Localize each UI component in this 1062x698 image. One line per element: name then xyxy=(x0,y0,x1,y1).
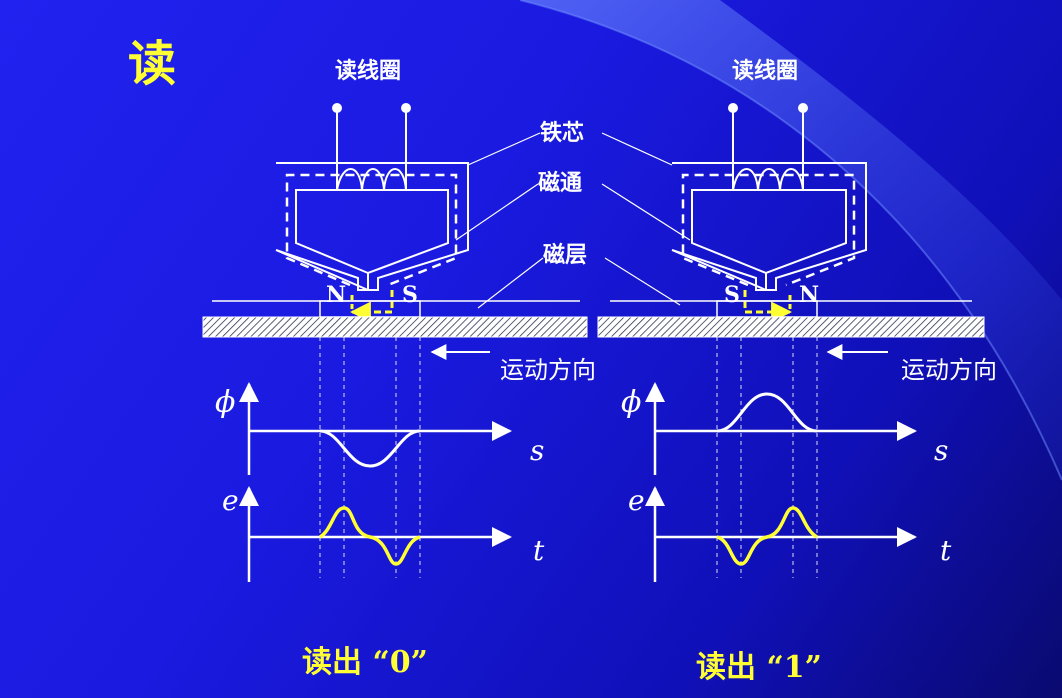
left-e-curve xyxy=(318,506,421,566)
right-e-label: e xyxy=(628,484,645,517)
right-substrate xyxy=(597,316,985,338)
right-pole-s: S xyxy=(724,282,740,308)
callout-flux-leader-right xyxy=(601,183,691,241)
left-pole-s: S xyxy=(402,282,418,308)
callout-core: 铁芯 xyxy=(540,120,584,146)
right-e-curve xyxy=(716,506,819,566)
left-motion-label: 运动方向 xyxy=(500,356,596,384)
callout-layer-leader-left xyxy=(477,257,544,309)
callout-core-leader-left xyxy=(467,132,541,166)
slide-title: 读 xyxy=(128,36,176,92)
callout-flux-leader-left xyxy=(455,183,539,241)
left-read-head: 读线圈 N S xyxy=(275,58,469,323)
background-sheen xyxy=(520,0,1062,480)
right-phi-graph: ϕ s xyxy=(621,382,948,475)
left-pole-n: N xyxy=(326,282,346,308)
left-phi-graph: ϕ s xyxy=(215,382,544,475)
right-coil-label: 读线圈 xyxy=(732,58,798,84)
right-phi-label: ϕ xyxy=(621,385,641,420)
left-e-graph: e t xyxy=(222,484,545,582)
left-flux-path xyxy=(285,173,458,287)
right-iron-core xyxy=(671,162,867,291)
left-phi-curve xyxy=(319,429,421,468)
left-e-label: e xyxy=(222,484,239,517)
right-s-label: s xyxy=(934,434,948,467)
left-iron-core xyxy=(275,162,469,291)
right-pole-n: N xyxy=(799,282,819,308)
left-coil-label: 读线圈 xyxy=(335,58,401,84)
callout-flux: 磁通 xyxy=(538,170,582,196)
left-medium-flux xyxy=(349,290,394,323)
callouts: 铁芯 磁通 磁层 xyxy=(455,120,691,309)
left-s-label: s xyxy=(530,434,544,467)
right-motion-label: 运动方向 xyxy=(901,356,997,384)
magnetic-medium xyxy=(202,300,985,338)
left-phi-label: ϕ xyxy=(215,385,235,420)
right-t-label: t xyxy=(940,534,952,567)
background-sheen-edge xyxy=(519,0,1062,481)
right-e-graph: e t xyxy=(628,484,952,582)
right-coil-winding xyxy=(732,168,804,191)
right-medium-flux xyxy=(743,290,793,323)
callout-layer-leader-right xyxy=(604,257,681,306)
left-substrate xyxy=(202,316,588,338)
callout-core-leader-right xyxy=(601,132,673,166)
left-result-caption: 读出 “0” xyxy=(302,645,428,680)
right-phi-curve xyxy=(716,392,818,433)
right-read-head: 读线圈 S N xyxy=(671,58,867,323)
right-result-caption: 读出 “1” xyxy=(696,650,822,685)
right-flux-path xyxy=(681,173,856,287)
callout-layer: 磁层 xyxy=(543,242,587,268)
left-coil-winding xyxy=(336,168,407,191)
left-t-label: t xyxy=(533,534,545,567)
